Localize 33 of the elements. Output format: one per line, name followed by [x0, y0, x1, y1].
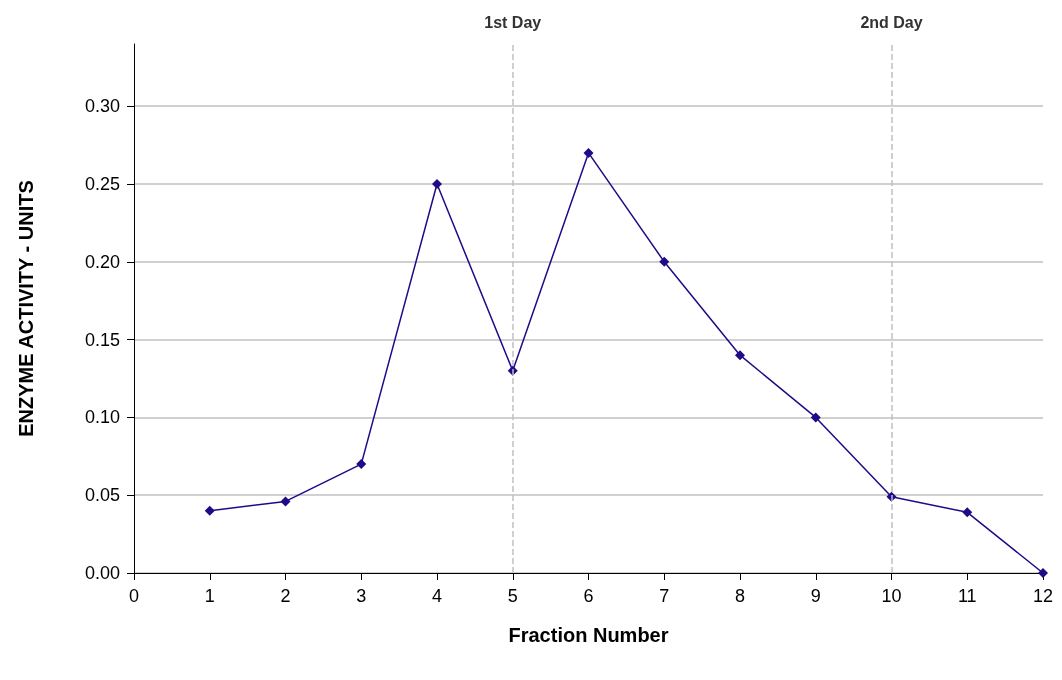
- x-tick-label: 8: [734, 586, 746, 606]
- x-tick-label: 7: [659, 586, 670, 606]
- x-tick-label: 2: [280, 586, 291, 606]
- x-tick-label: 9: [810, 586, 821, 606]
- point: [659, 256, 670, 267]
- y-axis-title: ENZYME ACTIVITY - UNITS: [15, 180, 37, 437]
- point: [280, 496, 291, 507]
- ref-line-label: 2nd Day: [860, 13, 923, 31]
- x-tick-label: 12: [1032, 586, 1054, 606]
- y-tick-label: 0.10: [84, 407, 120, 428]
- x-tick-label: 4: [431, 586, 443, 606]
- x-tick-label: 11: [957, 586, 977, 606]
- point: [962, 507, 973, 518]
- point: [356, 459, 367, 470]
- point: [583, 147, 594, 158]
- x-tick-label: 10: [881, 586, 902, 606]
- y-tick-label: 0.15: [84, 329, 120, 350]
- point: [432, 179, 442, 190]
- x-tick-label: 6: [583, 586, 594, 606]
- point: [810, 412, 821, 423]
- ref-line-label: 1st Day: [484, 13, 542, 31]
- point: [204, 505, 215, 516]
- x-tick-label: 1: [204, 586, 215, 606]
- y-tick-label: 0.20: [84, 251, 120, 272]
- point: [735, 350, 745, 361]
- y-tick-label: 0.00: [84, 563, 120, 583]
- y-tick-label: 0.25: [84, 174, 120, 195]
- x-tick-label: 3: [356, 586, 367, 606]
- y-tick-label: 0.05: [84, 485, 120, 506]
- x-axis-title: Fraction Number: [508, 624, 669, 646]
- x-tick-label: 5: [507, 586, 518, 606]
- y-tick-label: 0.30: [84, 96, 120, 117]
- x-tick-label: 0: [128, 586, 140, 606]
